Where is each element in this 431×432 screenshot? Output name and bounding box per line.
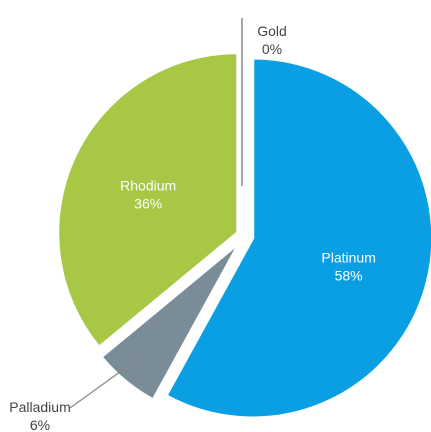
- slice-label-gold: Gold: [257, 23, 287, 39]
- slice-value-rhodium: 36%: [134, 195, 162, 211]
- pie-slice-platinum: [163, 56, 431, 420]
- slice-value-platinum: 58%: [335, 268, 363, 284]
- leader-line-palladium: [69, 353, 145, 409]
- slice-label-palladium: Palladium: [9, 399, 70, 415]
- slice-value-gold: 0%: [262, 41, 282, 57]
- pie-slice-rhodium: [56, 51, 240, 350]
- slice-label-platinum: Platinum: [321, 250, 375, 266]
- slice-value-palladium: 6%: [30, 417, 50, 432]
- slice-label-rhodium: Rhodium: [120, 177, 176, 193]
